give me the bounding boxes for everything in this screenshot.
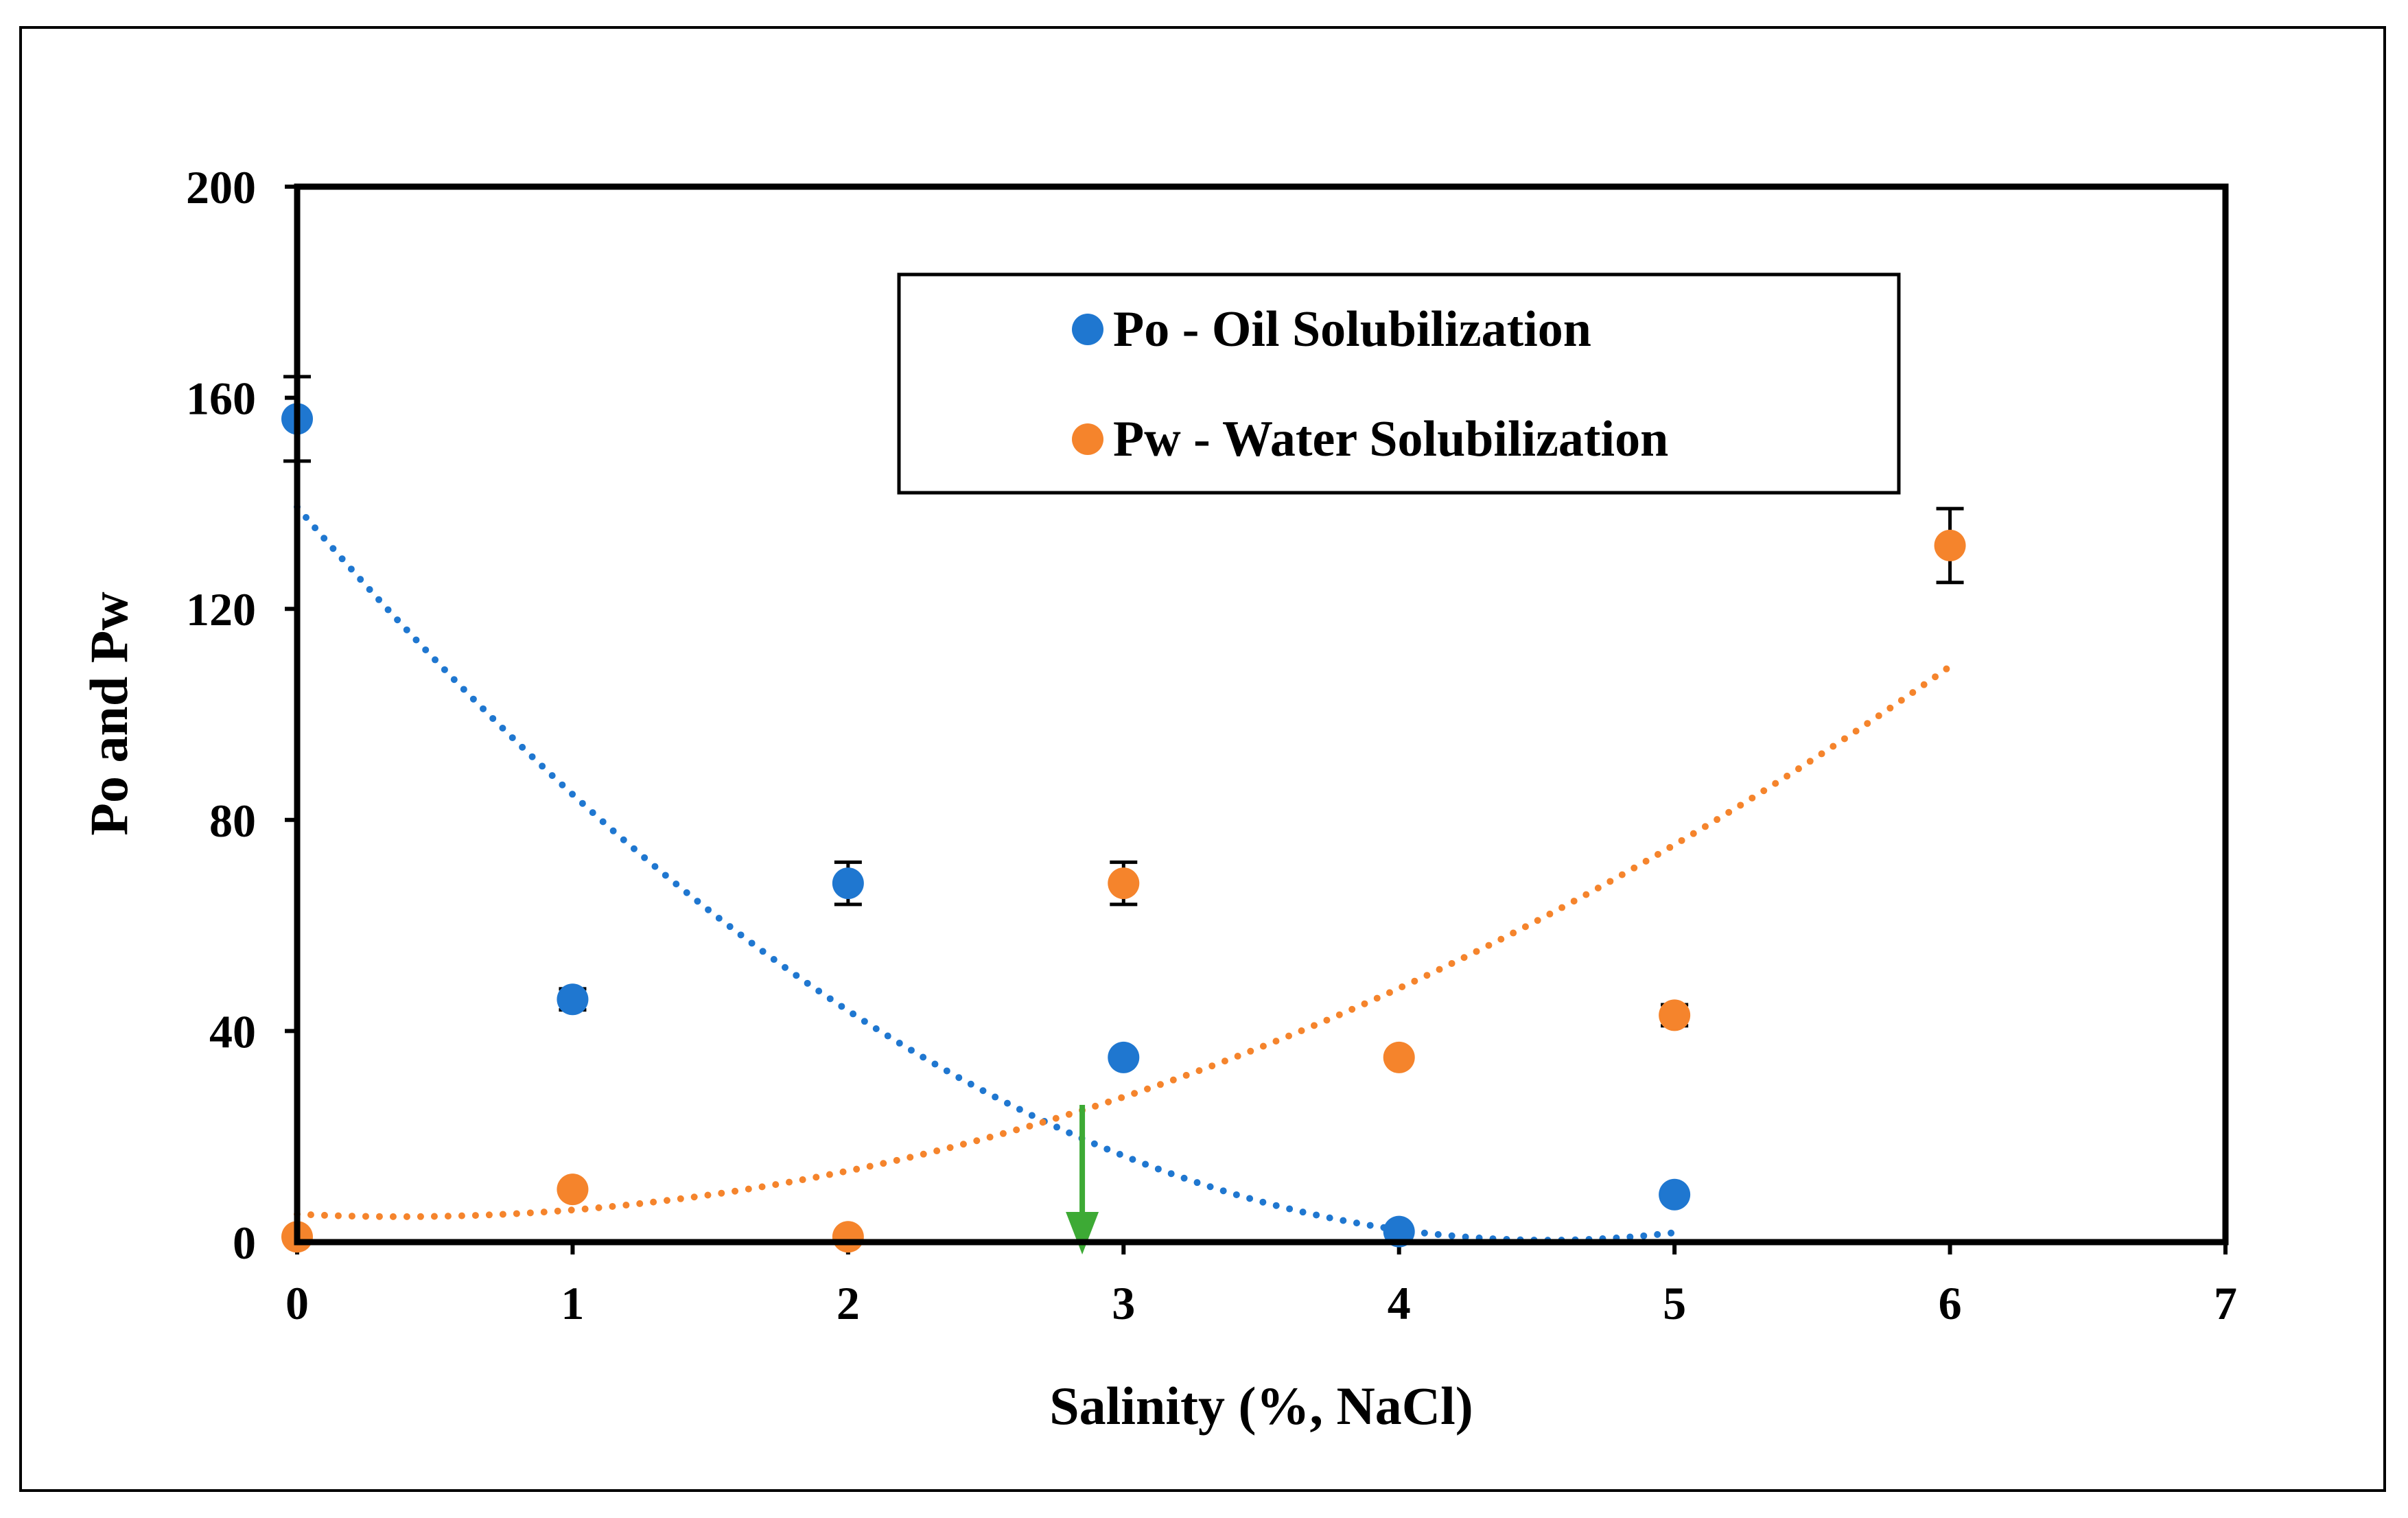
- x-tick-label: 7: [2214, 1277, 2237, 1329]
- data-point-pw: [1383, 1041, 1415, 1073]
- data-point-po: [832, 867, 864, 900]
- x-tick-label: 2: [837, 1277, 860, 1329]
- x-tick-label: 5: [1663, 1277, 1686, 1329]
- figure-border: [19, 26, 2386, 1492]
- data-points: [281, 403, 1966, 1253]
- data-point-pw: [557, 1173, 589, 1206]
- x-tick-label: 4: [1388, 1277, 1411, 1329]
- plot-area-frame: [294, 183, 2229, 1246]
- data-point-po: [1108, 1041, 1140, 1073]
- data-point-pw: [1108, 867, 1140, 900]
- data-point-pw: [1659, 999, 1691, 1031]
- y-tick-label: 0: [233, 1217, 256, 1269]
- x-tick-label: 0: [285, 1277, 309, 1329]
- trend-line-pw: [294, 663, 1954, 1220]
- x-tick-label: 3: [1112, 1277, 1135, 1329]
- legend-marker-po: [1072, 314, 1103, 345]
- x-axis-title: Salinity (%, NaCl): [1049, 1376, 1473, 1436]
- legend-label-pw: Pw - Water Solubilization: [1113, 411, 1668, 467]
- annotations: [1066, 1105, 1099, 1254]
- y-axis-title: Po and Pw: [79, 592, 139, 835]
- y-tick-label: 80: [209, 795, 256, 847]
- legend-marker-pw: [1072, 423, 1103, 455]
- legend-box: [897, 272, 1901, 495]
- tick-labels: 0 40 80 120 160 200 0 1 2 3 4 5 6 7: [186, 161, 2237, 1329]
- optimal-salinity-arrow-head: [1066, 1212, 1099, 1254]
- x-tick-label: 6: [1939, 1277, 1962, 1329]
- legend-label-po: Po - Oil Solubilization: [1113, 301, 1591, 358]
- legend: Po - Oil Solubilization Pw - Water Solub…: [897, 272, 1901, 495]
- data-point-pw: [832, 1221, 864, 1253]
- x-tick-label: 1: [561, 1277, 584, 1329]
- y-tick-label: 120: [186, 583, 256, 635]
- data-point-po: [1659, 1178, 1691, 1211]
- y-tick-label: 200: [186, 161, 256, 213]
- data-point-pw: [1934, 529, 1966, 561]
- data-point-po: [557, 983, 589, 1016]
- y-tick-label: 40: [209, 1005, 256, 1058]
- trend-line-po: [294, 503, 1679, 1244]
- y-tick-label: 160: [186, 373, 256, 425]
- trend-lines: [294, 503, 1954, 1244]
